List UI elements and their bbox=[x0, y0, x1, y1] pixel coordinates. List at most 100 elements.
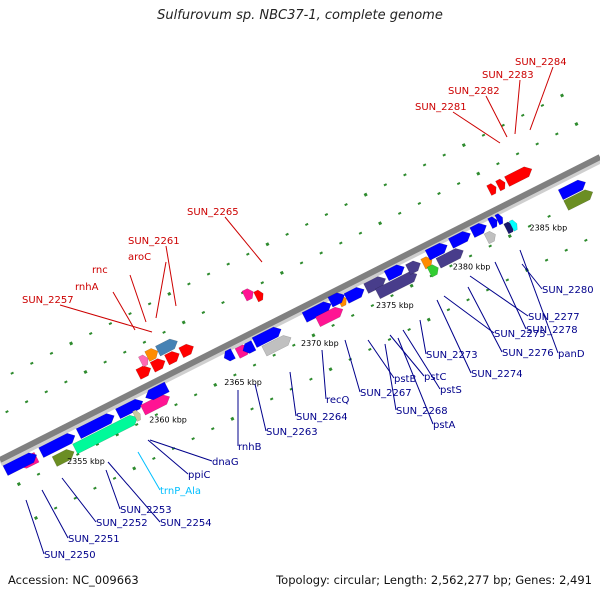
track-dot-top-inner bbox=[339, 241, 343, 245]
track-dot-top-outer bbox=[187, 282, 191, 286]
gene-rnc bbox=[164, 351, 180, 366]
gene-label: SUN_2277 bbox=[528, 312, 580, 323]
leader-line bbox=[137, 451, 161, 491]
track-dot-bottom-inner bbox=[488, 244, 492, 248]
gene-sun2264 bbox=[251, 326, 282, 348]
track-dot-top-inner bbox=[417, 201, 422, 205]
track-dot-top-inner bbox=[535, 142, 539, 146]
leader-line bbox=[384, 343, 397, 411]
track-dot-top-outer bbox=[403, 173, 407, 177]
track-dot-top-inner bbox=[221, 301, 225, 305]
genome-backbone bbox=[0, 154, 600, 463]
leader-line bbox=[25, 499, 45, 555]
leader-line bbox=[61, 477, 97, 523]
leader-line bbox=[147, 439, 189, 475]
track-dot-top-outer bbox=[49, 351, 54, 355]
track-dot-top-outer bbox=[265, 242, 270, 247]
track-dot-top-outer bbox=[324, 212, 329, 217]
gene-label: pstB bbox=[394, 374, 416, 385]
track-dot-top-outer bbox=[226, 262, 230, 266]
track-dot-bottom-outer bbox=[368, 347, 372, 351]
track-dot-bottom-inner bbox=[76, 452, 80, 456]
track-dot-bottom-inner bbox=[95, 442, 100, 446]
ruler-label: 2375 kbp bbox=[376, 301, 414, 310]
track-dot-bottom-inner bbox=[154, 413, 159, 417]
gene-label: recQ bbox=[326, 395, 350, 406]
track-dot-top-outer bbox=[69, 341, 74, 346]
gene-sun2286 bbox=[563, 189, 594, 211]
leader-line bbox=[344, 339, 361, 393]
gene-label: SUN_2284 bbox=[515, 57, 567, 68]
gene-label: pstA bbox=[433, 420, 455, 431]
gene-sun2273 bbox=[420, 256, 433, 270]
track-dot-bottom-inner bbox=[292, 343, 296, 347]
track-dot-bottom-inner bbox=[331, 323, 335, 327]
leader-line bbox=[289, 371, 297, 417]
gene-sun2257 bbox=[135, 365, 152, 380]
leader-line bbox=[452, 111, 501, 144]
track-dot-top-outer bbox=[285, 232, 289, 236]
track-dot-bottom-inner bbox=[134, 423, 139, 427]
track-dot-bottom-outer bbox=[73, 496, 78, 500]
track-dot-top-inner bbox=[437, 191, 441, 196]
gene-label: trnP_Ala bbox=[160, 486, 201, 497]
track-dot-bottom-inner bbox=[390, 294, 394, 298]
track-dot-bottom-inner bbox=[36, 472, 41, 476]
track-dot-bottom-outer bbox=[269, 397, 274, 401]
track-dot-top-inner bbox=[260, 281, 265, 285]
gene-label: SUN_2280 bbox=[542, 285, 594, 296]
gene-sun2261 bbox=[138, 354, 149, 368]
leader-line bbox=[107, 461, 161, 523]
gene-sun2265b bbox=[253, 289, 264, 303]
gene-pand2 bbox=[508, 219, 518, 232]
track-dot-bottom-inner bbox=[547, 214, 551, 218]
leader-line bbox=[402, 329, 441, 390]
track-dot-top-inner bbox=[201, 310, 206, 315]
gene-label: SUN_2265 bbox=[187, 207, 239, 218]
gene-pstc2 bbox=[383, 264, 405, 282]
gene-label: dnaG bbox=[212, 457, 239, 468]
gene-label: SUN_2281 bbox=[415, 102, 467, 113]
track-dot-bottom-inner bbox=[350, 313, 355, 318]
ruler-label: 2360 kbp bbox=[149, 416, 187, 425]
gene-label: SUN_2273 bbox=[426, 350, 478, 361]
leader-line bbox=[485, 95, 508, 138]
gene-label: SUN_2253 bbox=[120, 505, 172, 516]
track-dot-top-inner bbox=[24, 400, 29, 404]
track-dot-bottom-inner bbox=[527, 224, 532, 228]
ruler-label: 2365 kbp bbox=[224, 378, 262, 387]
gene-label: SUN_2257 bbox=[22, 295, 74, 306]
track-dot-bottom-inner bbox=[311, 333, 316, 338]
track-dot-bottom-inner bbox=[115, 432, 120, 437]
gene-label: SUN_2254 bbox=[160, 518, 212, 529]
track-dot-top-inner bbox=[476, 171, 481, 176]
gene-sun2251b bbox=[51, 449, 75, 467]
track-dot-bottom-outer bbox=[53, 506, 58, 510]
track-dot-bottom-outer bbox=[93, 486, 97, 490]
gene-label: ppiC bbox=[188, 470, 210, 481]
gene-sun2265 bbox=[241, 288, 254, 302]
leader-line bbox=[105, 469, 121, 510]
track-dot-top-inner bbox=[378, 221, 383, 226]
gene-label: pstS bbox=[440, 385, 462, 396]
gene-sun2252 bbox=[72, 414, 138, 455]
leader-line bbox=[529, 66, 554, 131]
track-dot-top-inner bbox=[515, 152, 520, 156]
gene-sun2274 bbox=[435, 248, 464, 269]
track-dot-bottom-inner bbox=[16, 482, 21, 487]
leader-line bbox=[112, 291, 136, 331]
track-dot-top-outer bbox=[461, 143, 466, 148]
gene-sun2262 bbox=[155, 338, 178, 357]
leader-line bbox=[443, 295, 495, 334]
gene-sun2276 bbox=[447, 231, 471, 249]
track-dot-top-outer bbox=[442, 153, 447, 157]
leader-line bbox=[514, 79, 521, 135]
track-dot-bottom-outer bbox=[407, 327, 411, 332]
track-dot-top-inner bbox=[162, 330, 166, 334]
track-dot-top-outer bbox=[501, 123, 505, 127]
gene-label: rnhB bbox=[238, 442, 262, 453]
track-dot-bottom-outer bbox=[466, 298, 470, 302]
track-dot-top-inner bbox=[142, 340, 147, 344]
gene-sun2263b bbox=[242, 340, 257, 354]
track-dot-bottom-outer bbox=[152, 456, 156, 461]
